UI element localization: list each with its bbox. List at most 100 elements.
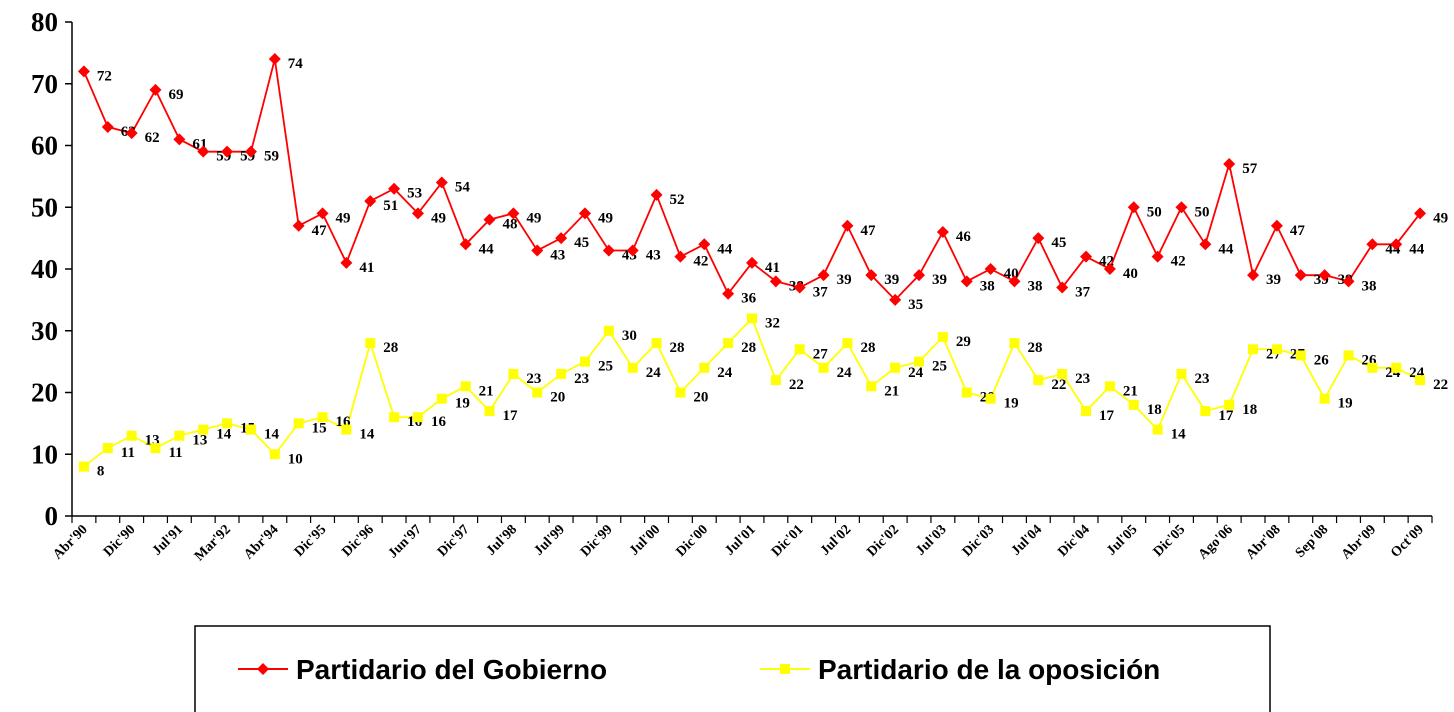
- x-tick-label: Dic'96: [340, 522, 378, 560]
- y-tick-label: 30: [31, 316, 58, 346]
- marker: [269, 449, 280, 460]
- marker: [818, 362, 829, 373]
- marker: [1200, 406, 1211, 417]
- marker: [1057, 368, 1068, 379]
- marker: [578, 207, 591, 220]
- data-label: 17: [1218, 408, 1234, 424]
- data-label: 11: [121, 445, 135, 461]
- y-tick-label: 40: [31, 254, 58, 284]
- data-label: 29: [956, 334, 971, 350]
- marker: [555, 232, 568, 245]
- x-tick-label: Dic'04: [1055, 522, 1093, 560]
- x-tick-label: Abr'09: [1339, 522, 1379, 562]
- x-tick-label: Jul'04: [1009, 522, 1045, 558]
- legend-label: Partidario de la oposición: [818, 654, 1160, 685]
- marker: [794, 344, 805, 355]
- data-label: 17: [503, 408, 518, 424]
- marker: [1103, 263, 1116, 275]
- x-tick-label: Mar'92: [192, 522, 234, 564]
- marker: [268, 53, 281, 66]
- marker: [698, 238, 711, 251]
- data-label: 50: [1147, 204, 1162, 220]
- marker: [746, 256, 758, 269]
- marker: [244, 145, 257, 158]
- marker: [245, 424, 256, 435]
- x-tick-label: Jul'05: [1104, 522, 1140, 558]
- data-label: 69: [169, 87, 184, 103]
- marker: [198, 424, 209, 435]
- data-label: 10: [288, 451, 303, 467]
- data-label: 21: [1123, 383, 1138, 399]
- marker: [1151, 250, 1164, 263]
- marker: [1319, 393, 1330, 404]
- data-label: 26: [1314, 352, 1330, 368]
- data-label: 19: [1004, 396, 1019, 412]
- data-label: 74: [288, 56, 304, 72]
- marker: [1033, 375, 1044, 386]
- data-label: 59: [264, 149, 279, 165]
- marker: [747, 313, 757, 324]
- x-tick-label: Jul'02: [818, 522, 854, 558]
- data-label: 18: [1147, 402, 1162, 418]
- marker: [340, 256, 353, 269]
- data-label: 39: [932, 272, 947, 288]
- y-tick-label: 60: [31, 131, 58, 161]
- data-label: 23: [574, 371, 589, 387]
- marker: [1414, 207, 1427, 220]
- marker: [985, 393, 996, 404]
- marker: [1080, 250, 1093, 263]
- marker: [149, 83, 162, 96]
- marker: [341, 424, 352, 435]
- marker: [603, 325, 614, 336]
- data-label: 14: [359, 427, 375, 443]
- marker: [101, 120, 114, 133]
- x-tick-label: Jul'91: [150, 522, 186, 558]
- data-label: 19: [455, 396, 470, 412]
- data-label: 52: [670, 192, 685, 208]
- data-label: 62: [145, 130, 160, 146]
- marker: [1224, 399, 1235, 410]
- marker: [292, 219, 305, 232]
- data-label: 44: [479, 241, 495, 257]
- marker: [126, 430, 137, 441]
- data-label: 46: [956, 229, 972, 245]
- data-label: 35: [908, 297, 923, 313]
- data-label: 23: [526, 371, 541, 387]
- marker: [1199, 238, 1212, 251]
- marker: [602, 244, 615, 257]
- y-tick-label: 50: [31, 192, 58, 222]
- marker: [508, 368, 519, 379]
- legend-label: Partidario del Gobierno: [296, 654, 607, 685]
- marker: [890, 362, 901, 373]
- data-label: 49: [598, 210, 613, 226]
- marker: [1247, 269, 1260, 282]
- data-label: 47: [860, 223, 876, 239]
- data-label: 23: [1194, 371, 1209, 387]
- marker: [411, 207, 424, 220]
- marker: [389, 412, 400, 423]
- data-label: 17: [1099, 408, 1115, 424]
- x-tick-label: Jul'00: [627, 522, 663, 558]
- marker: [1415, 375, 1426, 386]
- y-tick-label: 80: [31, 7, 58, 37]
- y-tick-label: 20: [31, 378, 58, 408]
- marker: [793, 281, 806, 294]
- marker: [77, 65, 90, 78]
- data-label: 47: [1290, 223, 1306, 239]
- data-label: 28: [383, 340, 398, 356]
- data-label: 16: [431, 414, 447, 430]
- marker: [651, 338, 662, 349]
- data-label: 24: [717, 365, 733, 381]
- marker: [173, 133, 186, 146]
- x-tick-label: Jul'01: [722, 522, 758, 558]
- marker: [1032, 232, 1045, 245]
- marker: [937, 331, 948, 342]
- x-tick-label: Abr'94: [241, 522, 281, 562]
- marker: [914, 356, 925, 367]
- marker: [1009, 338, 1020, 349]
- data-label: 72: [97, 68, 112, 84]
- marker: [1391, 362, 1402, 373]
- marker: [1128, 399, 1139, 410]
- data-label: 41: [359, 260, 374, 276]
- data-label: 32: [765, 315, 780, 331]
